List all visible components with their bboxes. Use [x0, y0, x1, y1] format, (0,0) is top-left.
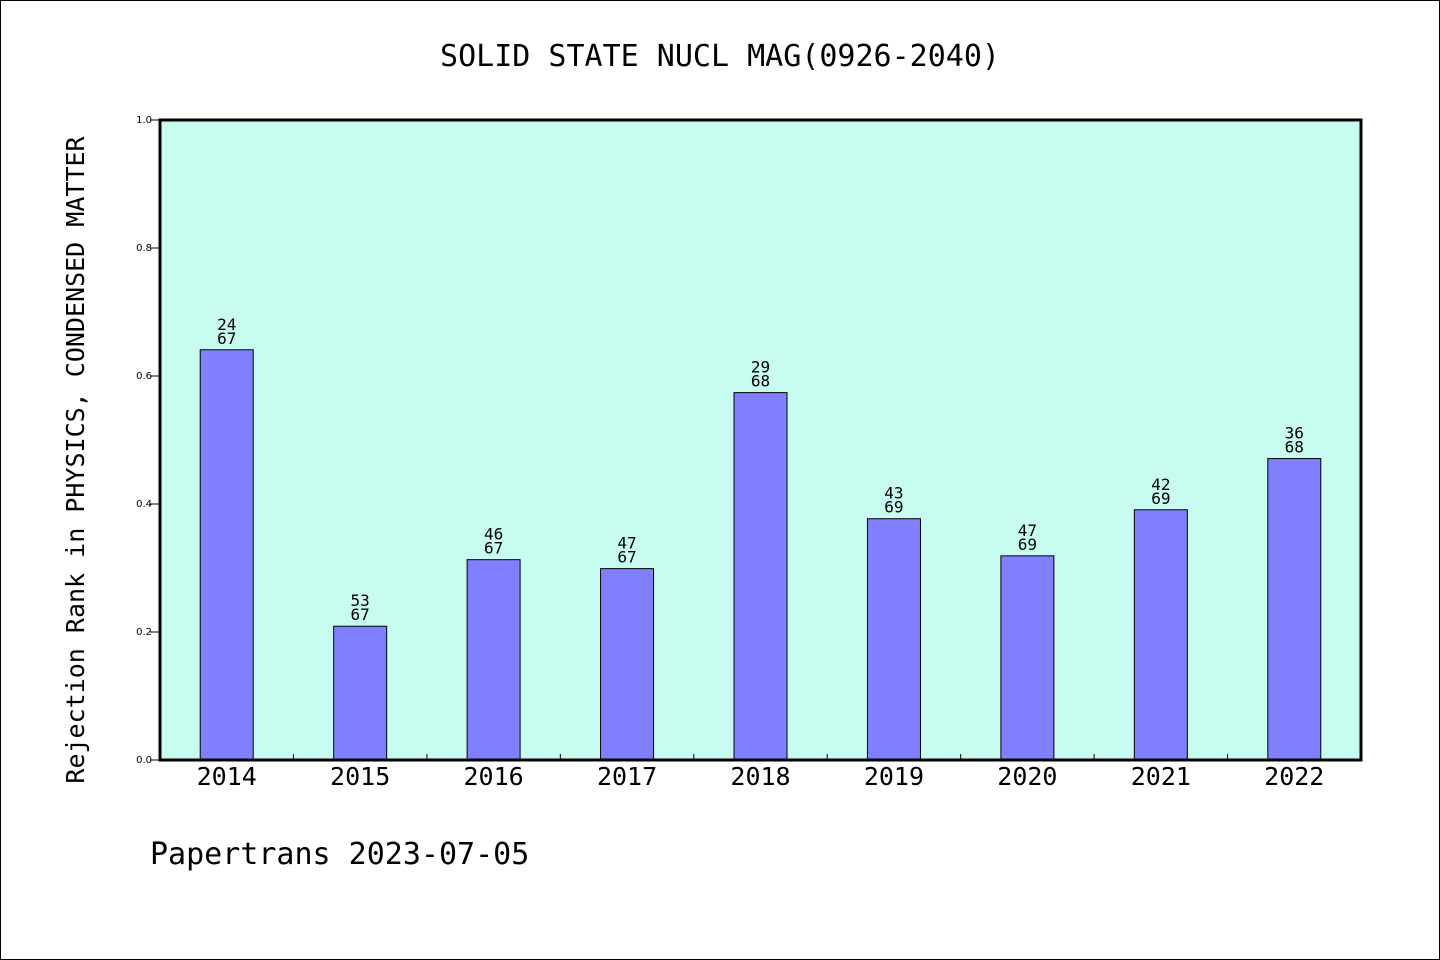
- x-tick-label: 2015: [330, 762, 390, 791]
- x-tick-label: 2017: [597, 762, 657, 791]
- bar-2014: [199, 349, 254, 761]
- bar-label-rank: 47: [1018, 521, 1037, 540]
- bar-2022: [1267, 458, 1322, 761]
- x-tick-label: 2014: [197, 762, 257, 791]
- bar-label-total: 67: [217, 329, 236, 348]
- bar-2019: [866, 518, 921, 761]
- bar-label-total: 69: [1151, 489, 1170, 508]
- y-tick-label: 0.4: [136, 499, 152, 510]
- bar-2021: [1133, 509, 1188, 761]
- bar-label-total: 67: [484, 539, 503, 558]
- bar-2016: [466, 559, 521, 761]
- x-tick-label: 2020: [997, 762, 1057, 791]
- bar-label-total: 67: [617, 548, 636, 567]
- bar-2017: [600, 568, 655, 761]
- bar-label-total: 68: [751, 372, 770, 391]
- x-tick-label: 2019: [864, 762, 924, 791]
- bar-label-total: 69: [884, 498, 903, 517]
- y-tick-label: 0.2: [136, 627, 152, 638]
- bar-label-rank: 53: [351, 591, 370, 610]
- footer-text: Papertrans 2023-07-05: [150, 837, 529, 872]
- y-tick-label: 0.6: [136, 371, 152, 382]
- y-axis: 0.0 0.2 0.4 0.6 0.8 1.0: [136, 115, 160, 766]
- bar-label-rank: 24: [217, 315, 236, 334]
- bar-label-rank: 43: [884, 484, 903, 503]
- bar-label-rank: 42: [1151, 475, 1170, 494]
- bar-2015: [333, 625, 388, 761]
- x-axis: 2014 2015 2016 2017 2018 2019 2020 2021 2022: [197, 754, 1324, 791]
- x-tick-label: 2021: [1131, 762, 1191, 791]
- bar-label-rank: 46: [484, 525, 503, 544]
- bar-label-rank: 47: [617, 534, 636, 553]
- bar-label-total: 68: [1285, 438, 1304, 457]
- chart-title: SOLID STATE NUCL MAG(0926-2040): [440, 39, 1000, 74]
- bar-label-rank: 29: [751, 358, 770, 377]
- bar-label-total: 69: [1018, 535, 1037, 554]
- y-tick-label: 0.0: [136, 755, 152, 766]
- y-tick-label: 1.0: [136, 115, 152, 126]
- bar-2018: [733, 392, 788, 761]
- x-tick-label: 2022: [1264, 762, 1324, 791]
- x-tick-label: 2018: [730, 762, 790, 791]
- x-tick-label: 2016: [464, 762, 524, 791]
- bar-label-total: 67: [351, 605, 370, 624]
- plot-border: [158, 118, 1363, 762]
- y-tick-label: 0.8: [136, 243, 152, 254]
- bar-label-rank: 36: [1285, 424, 1304, 443]
- y-axis-label: Rejection Rank in PHYSICS, CONDENSED MAT…: [61, 135, 90, 783]
- bar-2020: [1000, 555, 1055, 761]
